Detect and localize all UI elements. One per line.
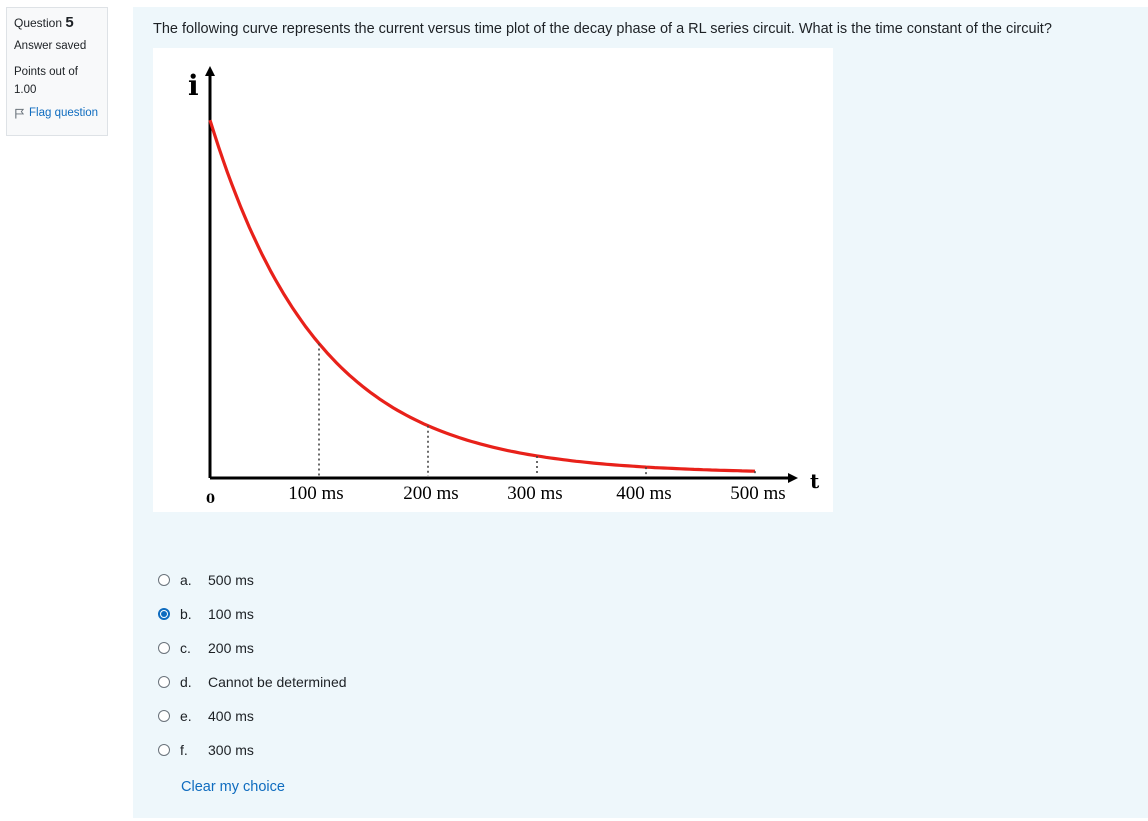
answer-radio[interactable] xyxy=(158,574,170,586)
origin-label: 0 xyxy=(206,492,215,507)
tick-label: 300 ms xyxy=(507,483,562,504)
flag-question-link[interactable]: Flag question xyxy=(14,107,107,119)
question-number: Question 5 xyxy=(14,14,74,31)
answer-text: 300 ms xyxy=(208,742,254,758)
flag-icon xyxy=(15,108,25,119)
answer-letter: a. xyxy=(180,572,192,588)
answer-text: 200 ms xyxy=(208,640,254,656)
answer-option[interactable]: b. 100 ms xyxy=(158,604,254,624)
tick-label: 500 ms xyxy=(730,483,785,504)
answer-letter: c. xyxy=(180,640,191,656)
answer-option[interactable]: f. 300 ms xyxy=(158,740,254,760)
y-axis-label: i xyxy=(188,69,199,102)
y-axis-arrow xyxy=(205,66,215,76)
answer-radio[interactable] xyxy=(158,608,170,620)
question-state: Answer saved xyxy=(14,40,87,52)
answer-letter: b. xyxy=(180,606,192,622)
x-axis-arrow xyxy=(788,473,798,483)
tick-label: 100 ms xyxy=(288,483,343,504)
answer-radio[interactable] xyxy=(158,744,170,756)
question-text: The following curve represents the curre… xyxy=(153,21,1052,37)
clear-choice-link[interactable]: Clear my choice xyxy=(181,779,285,795)
question-content: The following curve represents the curre… xyxy=(133,7,1148,818)
decay-curve-plot: i t 0 100 ms 200 ms 300 ms 400 ms 500 ms xyxy=(188,66,820,507)
answer-option[interactable]: a. 500 ms xyxy=(158,570,254,590)
answer-text: 100 ms xyxy=(208,606,254,622)
answer-letter: f. xyxy=(180,742,188,758)
question-grade: Points out of 1.00 xyxy=(14,66,78,96)
decay-curve-line xyxy=(208,119,756,473)
tick-label: 200 ms xyxy=(403,483,458,504)
answer-letter: d. xyxy=(180,674,192,690)
answer-text: Cannot be determined xyxy=(208,674,347,690)
decay-curve-figure: i t 0 100 ms 200 ms 300 ms 400 ms 500 ms xyxy=(153,48,833,512)
tick-label: 400 ms xyxy=(616,483,671,504)
question-info-panel: Question 5 Answer saved Points out of 1.… xyxy=(6,7,108,136)
x-axis-label: t xyxy=(810,469,820,493)
answer-option[interactable]: c. 200 ms xyxy=(158,638,254,658)
answer-radio[interactable] xyxy=(158,710,170,722)
answer-radio[interactable] xyxy=(158,676,170,688)
answer-text: 500 ms xyxy=(208,572,254,588)
answer-text: 400 ms xyxy=(208,708,254,724)
answer-option[interactable]: d. Cannot be determined xyxy=(158,672,347,692)
answer-radio[interactable] xyxy=(158,642,170,654)
answer-letter: e. xyxy=(180,708,192,724)
answer-option[interactable]: e. 400 ms xyxy=(158,706,254,726)
